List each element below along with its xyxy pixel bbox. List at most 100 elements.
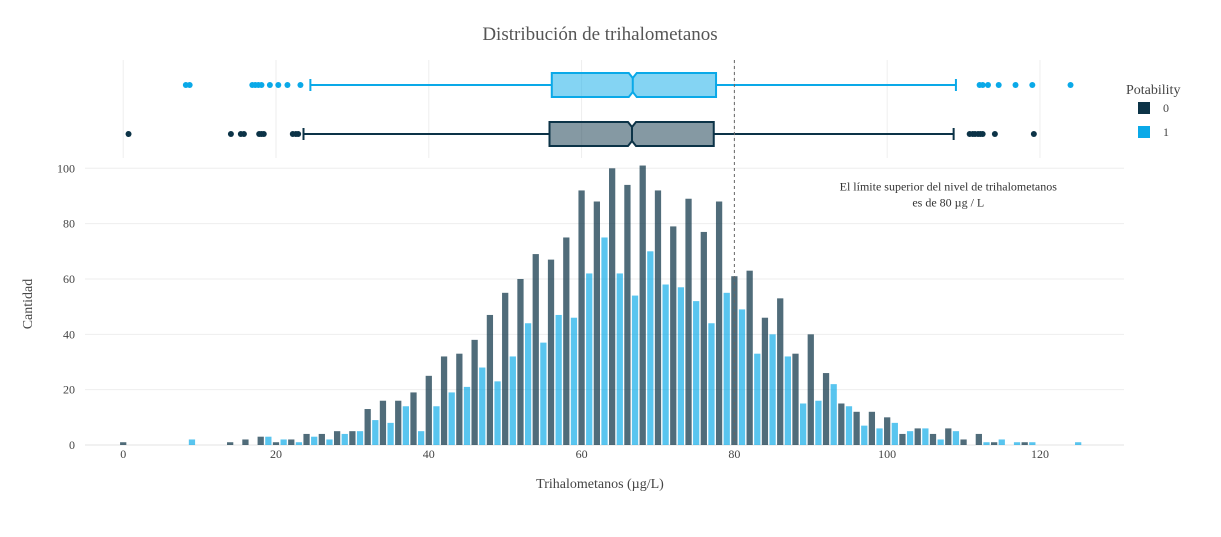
histogram-bar-0	[593, 201, 600, 445]
histogram-bar-0	[456, 353, 463, 445]
histogram-bar-1	[418, 431, 425, 445]
histogram-bar-0	[486, 314, 494, 445]
legend-swatch-1[interactable]	[1138, 126, 1150, 138]
histogram-bar-0	[227, 442, 234, 445]
histogram-bar-1	[937, 439, 944, 445]
x-tick-label: 120	[1031, 447, 1049, 461]
histogram-bar-0	[379, 400, 387, 445]
box-outlier-0	[295, 131, 302, 137]
histogram-bar-1	[463, 386, 471, 445]
y-tick-label: 100	[57, 161, 75, 175]
histogram-bar-1	[983, 442, 990, 445]
histogram-bar-1	[570, 317, 578, 445]
box-outlier-1	[1012, 82, 1019, 88]
histogram-bar-1	[433, 406, 440, 445]
box-outlier-1	[275, 82, 282, 88]
histogram-bar-0	[624, 184, 631, 446]
box-outlier-1	[985, 82, 992, 88]
legend-label-1[interactable]: 1	[1163, 125, 1169, 139]
histogram-bar-0	[899, 433, 906, 445]
histogram-bar-1	[402, 406, 409, 445]
histogram-bar-0	[349, 431, 356, 445]
histogram-bar-1	[524, 323, 532, 445]
annotation-line-1: El límite superior del nivel de trihalom…	[840, 179, 1058, 193]
histogram-bar-0	[792, 353, 799, 445]
histogram-bar-1	[188, 439, 196, 445]
histogram-bar-0	[242, 439, 249, 445]
annotation-line-2: es de 80 µg / L	[912, 195, 984, 209]
box-outlier-0	[1030, 131, 1037, 137]
box-outlier-0	[227, 131, 234, 137]
histogram-bar-0	[807, 334, 814, 445]
histogram-bar-0	[395, 400, 402, 445]
histogram-bar-0	[547, 259, 555, 445]
legend-label-0[interactable]: 0	[1163, 101, 1169, 115]
histogram-bar-1	[295, 442, 303, 445]
histogram-bar-0	[838, 403, 845, 445]
x-tick-label: 20	[270, 447, 282, 461]
legend-title: Potability	[1126, 83, 1180, 98]
histogram-bar-1	[693, 301, 700, 445]
histogram-bar-1	[830, 384, 837, 445]
histogram-bar-0	[440, 356, 448, 445]
histogram-bar-0	[715, 201, 723, 445]
box-body-1	[550, 72, 718, 98]
histogram-bar-1	[311, 436, 318, 445]
box-panel	[122, 60, 1074, 158]
histogram-bar-1	[601, 237, 608, 445]
histogram-bar-1	[800, 403, 807, 445]
x-tick-label: 100	[878, 447, 896, 461]
histogram-bar-0	[1021, 442, 1028, 445]
y-tick-label: 20	[63, 383, 75, 397]
histogram-bar-0	[822, 373, 830, 445]
histogram-bar-0	[517, 278, 524, 445]
histogram-bar-1	[341, 433, 348, 445]
x-tick-label: 0	[120, 447, 126, 461]
histogram-bar-0	[654, 190, 662, 445]
histogram-bar-1	[372, 420, 379, 445]
box-outlier-1	[284, 82, 291, 88]
histogram-bar-1	[1029, 442, 1036, 445]
histogram-bar-1	[784, 356, 791, 445]
histogram-bar-1	[280, 439, 287, 445]
histogram-bar-1	[952, 431, 960, 445]
histogram-bar-1	[616, 273, 623, 445]
histogram-bar-0	[868, 411, 876, 445]
histogram-bar-0	[853, 411, 860, 445]
histogram-bar-0	[700, 231, 707, 445]
x-axis-ticks: 0 20 40 60 80 100 120	[120, 447, 1049, 461]
y-tick-label: 0	[69, 438, 75, 452]
histogram-bar-1	[555, 314, 562, 445]
histogram-bar-0	[945, 428, 952, 445]
histogram-bar-0	[685, 198, 692, 445]
histogram-bar-0	[960, 439, 967, 445]
histogram-bar-0	[670, 226, 677, 445]
box-outlier-1	[297, 82, 304, 88]
x-tick-label: 80	[728, 447, 740, 461]
legend: Potability 0 1	[1126, 83, 1180, 139]
histogram-bar-0	[471, 339, 478, 445]
box-outlier-0	[260, 131, 267, 137]
legend-swatch-0[interactable]	[1138, 102, 1150, 114]
box-outlier-0	[240, 131, 247, 137]
histogram-bar-0	[609, 168, 616, 445]
histogram-bar-1	[586, 273, 593, 445]
x-tick-label: 60	[576, 447, 588, 461]
histogram-bar-0	[563, 237, 570, 445]
histogram-bar-0	[288, 439, 295, 445]
histogram-bar-0	[761, 317, 769, 445]
y-tick-label: 40	[63, 327, 75, 341]
box-outlier-1	[266, 82, 273, 88]
histogram-bar-1	[356, 431, 364, 445]
histogram-bar-0	[929, 433, 937, 445]
histogram-bar-0	[410, 392, 417, 445]
histogram-bar-0	[777, 298, 784, 445]
histogram-bar-1	[876, 428, 883, 445]
histogram-bar-0	[914, 428, 921, 445]
histogram-bar-1	[265, 436, 272, 445]
chart-title: Distribución de trihalometanos	[482, 24, 717, 45]
histogram-bar-0	[257, 436, 264, 445]
histogram-bars	[120, 165, 1082, 446]
histogram-bar-0	[578, 190, 585, 445]
